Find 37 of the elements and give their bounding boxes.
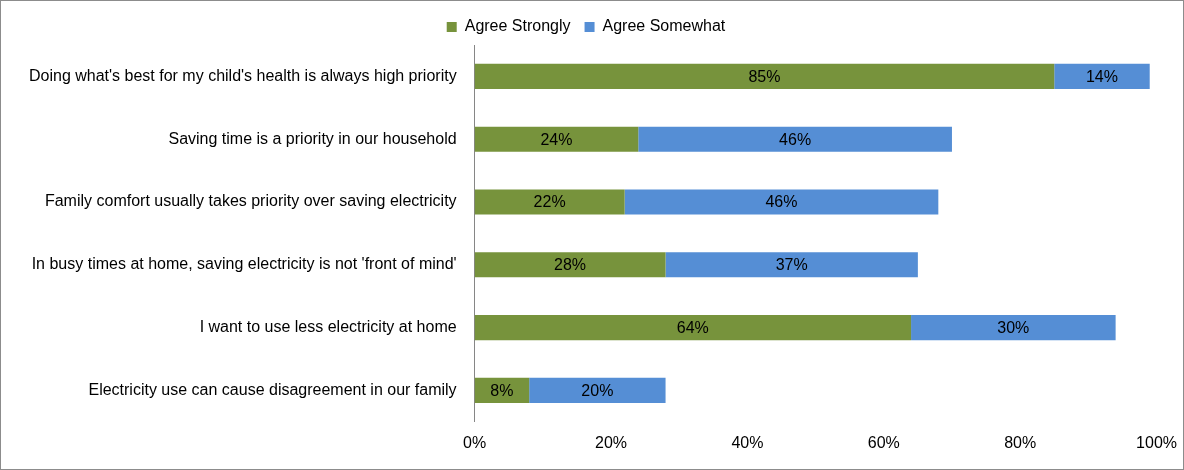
legend-label: Agree Strongly: [464, 17, 571, 35]
data-label: 24%: [540, 130, 573, 148]
data-label: 46%: [765, 193, 798, 211]
bar: [638, 126, 952, 152]
data-label: 85%: [748, 67, 781, 85]
data-label: 46%: [779, 130, 812, 148]
y-tick-label: Family comfort usually takes priority over saving electricity: [44, 192, 457, 210]
x-tick-label: 80%: [1004, 433, 1037, 451]
bar: [665, 252, 918, 278]
bar: [474, 63, 1055, 89]
bar: [911, 315, 1116, 341]
y-tick-label: I want to use less electricity at home: [199, 318, 457, 336]
bar: [624, 189, 939, 215]
bar: [474, 252, 666, 278]
y-tick-label: Electricity use can cause disagreement in our family: [88, 380, 457, 398]
bar: [529, 377, 666, 403]
y-tick-label: Doing what's best for my child's health is always high priority: [29, 66, 457, 84]
x-tick-label: 60%: [867, 433, 900, 451]
bar: [474, 315, 912, 341]
data-label: 22%: [533, 193, 566, 211]
data-label: 64%: [676, 319, 709, 337]
bar: [1054, 63, 1150, 89]
bar: [474, 126, 639, 152]
legend-label: Agree Somewhat: [602, 17, 726, 35]
x-tick-label: 100%: [1136, 433, 1177, 451]
data-label: 30%: [997, 319, 1030, 337]
x-tick-label: 20%: [594, 433, 628, 451]
data-label: 20%: [581, 381, 614, 399]
data-label: 37%: [775, 256, 808, 274]
x-tick-label: 40%: [731, 433, 764, 451]
y-tick-label: Saving time is a priority in our household: [168, 129, 457, 147]
y-tick-label: In busy times at home, saving electricity is not 'front of mind': [31, 255, 457, 273]
bar: [474, 189, 625, 215]
data-label: 28%: [554, 256, 587, 274]
x-tick-label: 0%: [463, 433, 487, 451]
data-label: 14%: [1085, 67, 1118, 85]
data-label: 8%: [490, 381, 514, 399]
